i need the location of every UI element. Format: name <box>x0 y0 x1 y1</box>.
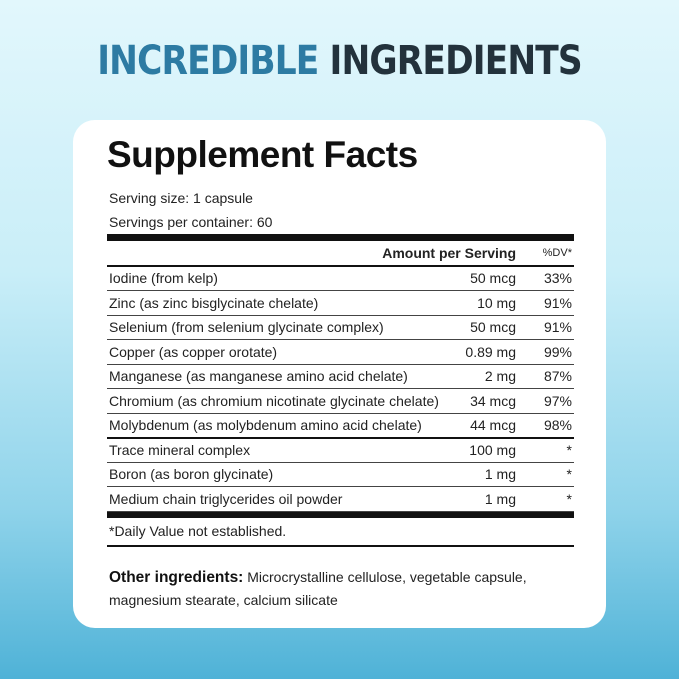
daily-value: 33% <box>543 270 572 286</box>
nutrient-name: Selenium (from selenium glycinate comple… <box>109 319 384 335</box>
panel-title: Supplement Facts <box>107 134 418 175</box>
divider-thick <box>107 512 574 518</box>
amount: 34 mcg <box>470 392 516 409</box>
other-ingredients: Other ingredients: Microcrystalline cell… <box>109 566 569 612</box>
other-label: Other ingredients: <box>109 569 244 586</box>
table-header: Amount per Serving %DV* <box>107 241 574 267</box>
daily-value: 99% <box>543 343 572 360</box>
amount: 50 mcg <box>470 270 516 286</box>
divider-thick <box>107 234 574 241</box>
amount: 2 mg <box>484 368 516 384</box>
table-row: Zinc (as zinc bisglycinate chelate) 10 mg… <box>107 291 574 316</box>
headline-part1: INCREDIBLE <box>97 38 319 84</box>
amount: 50 mcg <box>470 319 516 335</box>
headline: INCREDIBLE INGREDIENTS <box>48 38 632 84</box>
amount: 100 mg <box>469 441 516 458</box>
table-row: Selenium (from selenium glycinate comple… <box>107 315 574 340</box>
amount: 1 mg <box>484 466 516 482</box>
daily-value: 98% <box>543 417 572 433</box>
nutrient-name: Zinc (as zinc bisglycinate chelate) <box>109 294 319 311</box>
daily-value: 97% <box>543 392 572 409</box>
table-row: Manganese (as manganese amino acid chela… <box>107 364 574 389</box>
dv-header: %DV* <box>542 247 572 259</box>
table-row: Chromium (as chromium nicotinate glycina… <box>107 389 574 414</box>
other-text: Microcrystalline cellulose, vegetable ca… <box>109 569 527 608</box>
table-row: Medium chain triglycerides oil powder 1 m… <box>107 487 574 512</box>
divider <box>107 545 574 547</box>
table-row: Copper (as copper orotate) 0.89 mg 99% <box>107 340 574 365</box>
daily-value: 91% <box>543 319 572 335</box>
amount: 44 mcg <box>470 417 516 433</box>
table-row: Molybdenum (as molybdenum amino acid che… <box>107 413 574 439</box>
nutrient-name: Manganese (as manganese amino acid chela… <box>109 368 408 384</box>
nutrient-name: Copper (as copper orotate) <box>109 343 278 360</box>
headline-part2: INGREDIENTS <box>329 38 583 84</box>
amount: 0.89 mg <box>465 343 516 360</box>
daily-value: * <box>566 441 572 458</box>
amount: 1 mg <box>484 490 516 507</box>
daily-value: * <box>566 466 572 482</box>
amount: 10 mg <box>477 294 516 311</box>
table-row: Iodine (from kelp) 50 mcg 33% <box>107 266 574 291</box>
nutrient-name: Molybdenum (as molybdenum amino acid che… <box>109 417 422 433</box>
amount-header: Amount per Serving <box>382 245 516 261</box>
servings-per-container: Servings per container: 60 <box>109 214 273 230</box>
footnote: *Daily Value not established. <box>109 523 287 539</box>
nutrient-name: Trace mineral complex <box>109 441 251 458</box>
serving-size: Serving size: 1 capsule <box>109 190 253 206</box>
nutrient-name: Boron (as boron glycinate) <box>109 466 274 482</box>
daily-value: 87% <box>543 368 572 384</box>
daily-value: 91% <box>543 294 572 311</box>
nutrient-name: Medium chain triglycerides oil powder <box>109 490 343 507</box>
table-row: Boron (as boron glycinate) 1 mg * <box>107 462 574 487</box>
nutrient-name: Chromium (as chromium nicotinate glycina… <box>109 392 439 409</box>
supplement-facts-card: Supplement Facts Serving size: 1 capsule… <box>73 120 606 628</box>
nutrient-name: Iodine (from kelp) <box>109 270 218 286</box>
table-row: Trace mineral complex 100 mg * <box>107 438 574 463</box>
daily-value: * <box>566 490 572 507</box>
